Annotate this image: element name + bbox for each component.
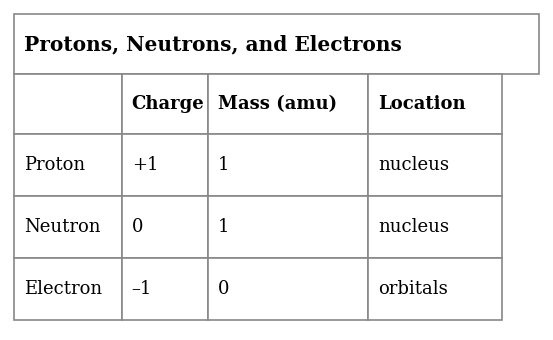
Bar [368, 74, 502, 134]
Bar [14, 196, 122, 258]
Text: Charge: Charge [132, 95, 205, 113]
Bar [208, 258, 368, 320]
Text: 0: 0 [218, 280, 229, 298]
Text: 1: 1 [218, 218, 229, 236]
Text: 0: 0 [132, 218, 143, 236]
Bar [368, 258, 502, 320]
Text: Location: Location [378, 95, 466, 113]
Text: +1: +1 [132, 156, 158, 174]
Bar [208, 196, 368, 258]
Bar [208, 134, 368, 196]
Bar [14, 74, 122, 134]
Bar [14, 258, 122, 320]
Bar [122, 258, 208, 320]
Bar [122, 196, 208, 258]
Bar [14, 134, 122, 196]
Bar [122, 134, 208, 196]
Text: Protons, Neutrons, and Electrons: Protons, Neutrons, and Electrons [24, 34, 402, 54]
Text: –1: –1 [132, 280, 152, 298]
Bar [368, 196, 502, 258]
Bar [14, 14, 539, 74]
Text: Electron: Electron [24, 280, 102, 298]
Bar [208, 74, 368, 134]
Text: 1: 1 [218, 156, 229, 174]
Text: nucleus: nucleus [378, 218, 450, 236]
Text: orbitals: orbitals [378, 280, 448, 298]
Text: Neutron: Neutron [24, 218, 101, 236]
Text: Proton: Proton [24, 156, 85, 174]
Text: Mass (amu): Mass (amu) [218, 95, 337, 113]
Text: nucleus: nucleus [378, 156, 450, 174]
Bar [368, 134, 502, 196]
Bar [122, 74, 208, 134]
